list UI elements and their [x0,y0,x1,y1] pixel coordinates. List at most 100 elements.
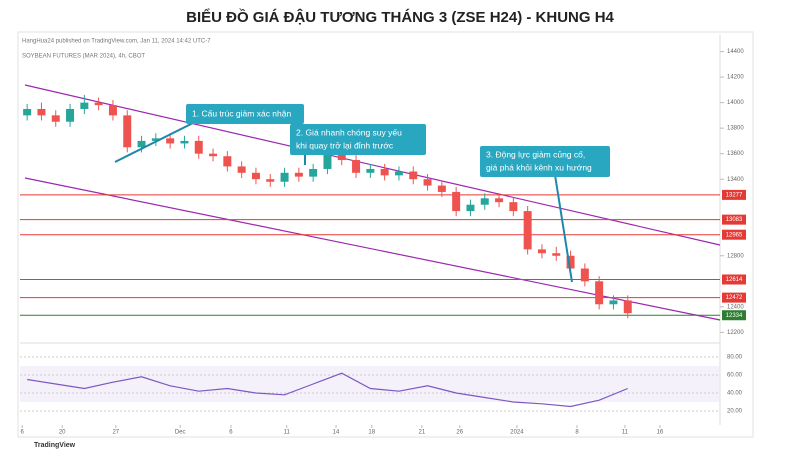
y-tick-label: 14200 [727,75,744,81]
candle-body [108,105,117,116]
candle-body [151,138,160,141]
rsi-line [27,372,628,408]
level-label-box [722,229,746,240]
candle-body [123,115,132,148]
chart-title: BIỂU ĐỒ GIÁ ĐẬU TƯƠNG THÁNG 3 (ZSE H24) … [186,8,614,26]
x-tick-label: 11 [284,430,291,436]
candle-body [223,156,232,167]
candle-body [51,115,60,122]
level-label: 12472 [726,295,743,301]
annotation-text: 3. Động lực giảm củng cố, [486,149,585,159]
level-label-box [722,310,746,321]
publisher: HangHua24 published on TradingView.com, … [22,39,211,45]
candle-body [452,191,461,212]
candle-body [251,172,260,180]
y-tick-label: 12200 [727,330,744,336]
y-tick-label: 13400 [727,177,744,183]
level-label: 13083 [726,217,743,223]
candle-body [180,140,189,144]
candle-body [337,153,346,161]
candle-body [137,140,146,148]
x-tick-label: 21 [418,430,425,436]
y-tick-label: 14000 [727,100,744,106]
candle-body [37,108,46,116]
arrow [114,121,196,163]
rsi-band [20,366,720,402]
annotation-text: 1. Cấu trúc giảm xác nhận [192,108,291,118]
annotation-text: giá phá khỏi kênh xu hướng [486,162,592,172]
candle-body [80,102,89,109]
annotation-text: 2. Giá nhanh chóng suy yếu [296,127,402,137]
rsi-tick-label: 40.00 [727,391,743,397]
y-tick-label: 14400 [727,49,744,55]
channel-lower [24,177,721,321]
x-tick-label: 18 [368,430,375,436]
candle-body [352,160,361,173]
x-tick-label: 8 [575,430,579,436]
arrow [554,174,573,283]
chart-frame [17,31,754,438]
level-label: 12614 [726,277,743,283]
candle-body [194,140,203,154]
rsi-tick-label: 80.00 [727,355,743,361]
x-tick-label: 27 [112,430,119,436]
level-label: 12965 [726,232,743,238]
candle-body [409,171,418,180]
y-tick-label: 13600 [727,151,744,157]
candle-body [237,166,246,173]
rsi-tick-label: 20.00 [727,409,743,415]
annotation-box [186,104,304,124]
x-tick-label: 6 [20,430,24,436]
level-label-box [722,274,746,285]
candle-body [509,202,518,212]
x-tick-label: 6 [229,430,233,436]
candle-body [309,168,318,177]
marks: 12200 12400 12800 13400 13600 13800 14000 14200… [20,49,746,436]
level-label-box [722,292,746,303]
level-label: 13277 [726,192,743,198]
candle-body [209,153,218,157]
candle-body [495,198,504,203]
candle-body [537,249,546,254]
rsi-tick-label: 60.00 [727,373,743,379]
level-label-box [722,214,746,225]
candle-body [566,255,575,269]
candle-body [280,172,289,182]
y-tick-label: 13800 [727,126,744,132]
annotation-box [290,124,426,155]
candle-body [580,268,589,282]
logo: TradingView [34,442,76,449]
candle-body [595,281,604,305]
candle-body [523,211,532,250]
candle-body [423,179,432,186]
candle-body [294,172,303,177]
x-tick-label: 11 [622,430,629,436]
x-tick-label: 26 [456,430,463,436]
candle-body [23,108,32,116]
x-tick-label: Dec [175,430,186,436]
candle-body [623,300,632,314]
candle-body [437,185,446,192]
channel-upper [24,84,721,246]
x-tick-label: 2024 [510,430,524,436]
x-tick-label: 16 [657,430,664,436]
y-tick-label: 12800 [727,253,744,259]
y-tick-label: 12400 [727,304,744,310]
candle-body [609,300,618,305]
candle-body [323,153,332,169]
candle-body [166,138,175,144]
annotation-text: khi quay trở lại đỉnh trước [296,140,394,150]
candle-body [552,253,561,256]
candle-body [366,168,375,173]
level-label: 12334 [726,313,743,319]
annotation-box [480,146,610,177]
candle-body [94,102,103,106]
candle-body [466,204,475,212]
x-tick-label: 14 [333,430,340,436]
candle-body [394,171,403,176]
candle-body [66,108,75,122]
level-label-box [722,189,746,200]
x-tick-label: 20 [59,430,66,436]
